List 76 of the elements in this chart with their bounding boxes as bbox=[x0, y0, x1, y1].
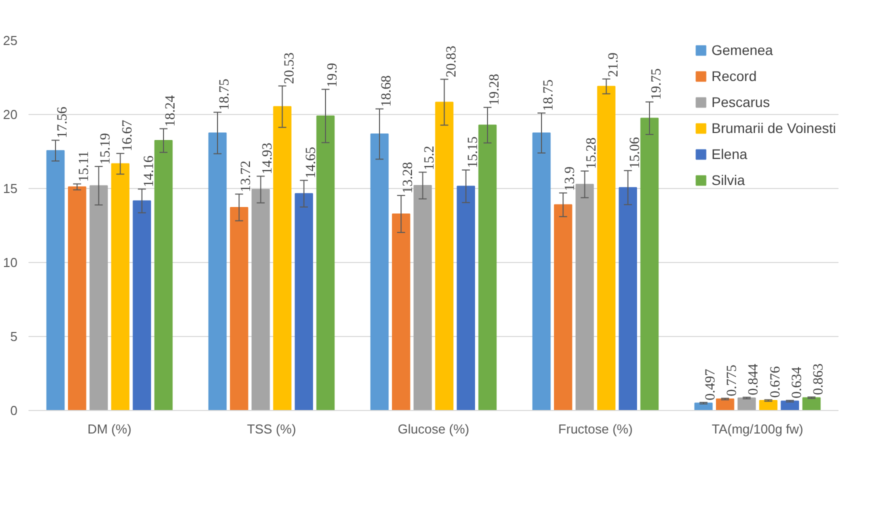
bar bbox=[316, 115, 335, 410]
legend-label: Silvia bbox=[711, 172, 745, 188]
legend-label: Brumarii de Voinesti bbox=[711, 120, 836, 136]
bar bbox=[208, 132, 227, 410]
data-label: 0.863 bbox=[812, 363, 826, 395]
bar bbox=[597, 86, 616, 410]
data-label: 20.83 bbox=[444, 46, 460, 78]
y-tick-label: 5 bbox=[10, 329, 18, 344]
data-label: 20.53 bbox=[282, 52, 298, 84]
bar bbox=[780, 400, 800, 410]
bar bbox=[414, 185, 432, 410]
bar bbox=[435, 102, 454, 410]
bar bbox=[370, 134, 389, 410]
data-label: 14.65 bbox=[304, 146, 319, 178]
data-label: 19.75 bbox=[650, 68, 664, 100]
data-label: 15.06 bbox=[628, 137, 643, 169]
bar bbox=[154, 140, 173, 410]
bar bbox=[68, 186, 86, 410]
data-label: 0.676 bbox=[768, 366, 784, 398]
x-tick-label: TSS (%) bbox=[246, 422, 296, 436]
bar bbox=[294, 193, 314, 410]
bar bbox=[532, 132, 551, 410]
data-label: 13.72 bbox=[239, 160, 254, 192]
y-tick-label: 15 bbox=[3, 181, 18, 196]
data-label: 15.15 bbox=[466, 136, 481, 168]
bar bbox=[759, 400, 778, 410]
bar bbox=[640, 118, 659, 410]
data-label: 18.75 bbox=[542, 80, 556, 112]
data-label: 13.9 bbox=[563, 166, 578, 191]
data-label: 14.93 bbox=[260, 142, 276, 174]
y-tick-label: 25 bbox=[3, 33, 18, 48]
data-label: 18.68 bbox=[380, 75, 394, 107]
bar bbox=[111, 163, 130, 410]
legend-label: Elena bbox=[711, 146, 748, 162]
legend-label: Pescarus bbox=[711, 94, 770, 110]
bar bbox=[738, 398, 756, 410]
bar bbox=[576, 184, 594, 410]
bar bbox=[456, 186, 476, 410]
bar bbox=[392, 213, 410, 410]
data-label: 0.775 bbox=[725, 364, 740, 396]
data-label: 19.28 bbox=[488, 74, 502, 106]
data-label: 13.28 bbox=[401, 162, 416, 194]
bar bbox=[618, 187, 638, 410]
bar bbox=[132, 200, 152, 410]
data-label: 17.56 bbox=[56, 106, 70, 138]
bar bbox=[554, 204, 572, 410]
y-tick-label: 10 bbox=[3, 255, 18, 270]
data-label: 15.19 bbox=[98, 132, 114, 164]
data-label: 19.9 bbox=[326, 62, 340, 88]
x-tick-label: DM (%) bbox=[87, 422, 132, 436]
x-tick-label: Fructose (%) bbox=[558, 422, 633, 436]
legend-label: Gemenea bbox=[711, 42, 773, 58]
x-tick-label: TA(mg/100g fw) bbox=[712, 422, 804, 436]
data-label: 0.844 bbox=[746, 364, 762, 396]
bar bbox=[230, 206, 248, 410]
y-tick-label: 0 bbox=[10, 403, 18, 418]
data-label: 14.16 bbox=[142, 156, 157, 188]
data-label: 0.497 bbox=[704, 368, 718, 400]
data-label: 15.28 bbox=[584, 138, 600, 170]
data-label: 0.634 bbox=[790, 366, 805, 398]
data-label: 16.67 bbox=[120, 120, 136, 152]
bar bbox=[90, 185, 108, 410]
bar bbox=[716, 398, 734, 410]
data-label: 15.2 bbox=[422, 146, 438, 170]
data-label: 18.24 bbox=[164, 95, 178, 127]
bar bbox=[802, 397, 821, 410]
x-tick-label: Glucose (%) bbox=[398, 422, 470, 436]
bar bbox=[46, 150, 65, 410]
bar bbox=[252, 189, 270, 410]
y-tick-label: 20 bbox=[3, 107, 18, 122]
bar bbox=[273, 106, 292, 410]
data-label: 15.11 bbox=[77, 150, 92, 182]
data-label: 21.9 bbox=[606, 52, 622, 77]
legend-label: Record bbox=[711, 68, 757, 84]
data-label: 18.75 bbox=[218, 78, 232, 110]
bar bbox=[478, 124, 497, 410]
